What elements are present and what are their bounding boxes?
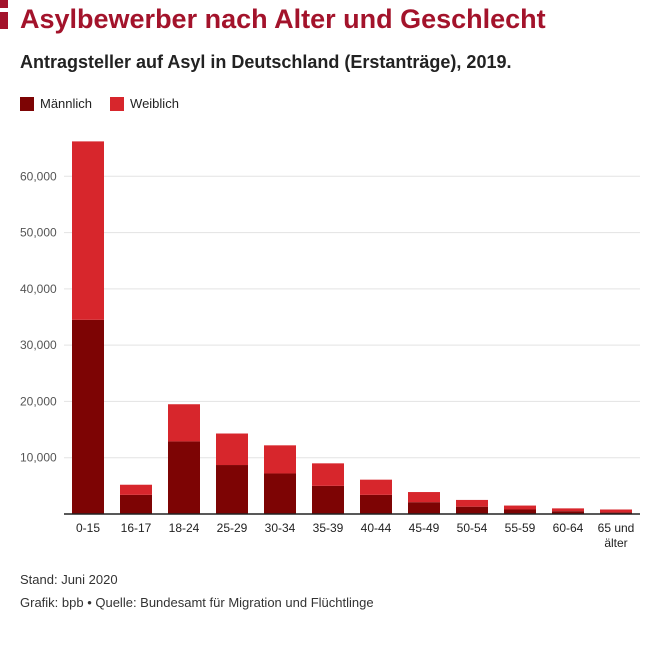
bar-segment-male bbox=[72, 319, 104, 514]
y-tick-label: 40,000 bbox=[20, 282, 57, 296]
bar-segment-male bbox=[600, 512, 632, 514]
x-tick-label: 45-49 bbox=[409, 521, 440, 535]
bar-segment-male bbox=[360, 494, 392, 514]
footer-source: Grafik: bpb • Quelle: Bundesamt für Migr… bbox=[20, 595, 374, 610]
legend-label-male: Männlich bbox=[40, 96, 93, 111]
y-tick-label: 10,000 bbox=[20, 451, 57, 465]
bar-segment-female bbox=[456, 499, 488, 507]
x-tick-label: 30-34 bbox=[265, 521, 296, 535]
brand-mark-top bbox=[0, 0, 8, 8]
y-tick-label: 60,000 bbox=[20, 169, 57, 183]
x-tick-label: 35-39 bbox=[313, 521, 344, 535]
legend-item-female: Weiblich bbox=[110, 96, 179, 111]
x-tick-label: 55-59 bbox=[505, 521, 536, 535]
x-tick-label: 0-15 bbox=[76, 521, 100, 535]
bar-segment-female bbox=[408, 492, 440, 503]
x-tick-label: 16-17 bbox=[121, 521, 152, 535]
y-tick-label: 50,000 bbox=[20, 226, 57, 240]
bar-segment-female bbox=[552, 508, 584, 512]
bar-segment-male bbox=[408, 502, 440, 514]
bar-segment-female bbox=[72, 141, 104, 320]
bar-segment-male bbox=[552, 511, 584, 514]
bar-segment-female bbox=[216, 433, 248, 466]
stacked-bar-chart: 10,000 20,000 30,000 40,000 50,000 60,000 0-15… bbox=[20, 141, 640, 550]
legend-item-male: Männlich bbox=[20, 96, 92, 111]
bar-segment-female bbox=[168, 404, 200, 442]
legend-swatch-female bbox=[110, 96, 125, 111]
bar-segment-female bbox=[312, 463, 344, 486]
x-tick-label: 40-44 bbox=[361, 521, 392, 535]
bar-segment-male bbox=[120, 494, 152, 514]
x-tick-label: 60-64 bbox=[553, 521, 584, 535]
chart-title: Asylbewerber nach Alter und Geschlecht bbox=[20, 4, 546, 34]
x-tick-label: 25-29 bbox=[217, 521, 248, 535]
x-tick-label: 50-54 bbox=[457, 521, 488, 535]
y-tick-label: 20,000 bbox=[20, 394, 57, 408]
brand-mark-bottom bbox=[0, 12, 8, 29]
bar-segment-female bbox=[504, 505, 536, 510]
bar-segment-male bbox=[168, 441, 200, 514]
x-tick-label-line2: älter bbox=[604, 536, 627, 550]
bar-segment-male bbox=[456, 506, 488, 514]
bar-segment-female bbox=[360, 479, 392, 495]
legend-label-female: Weiblich bbox=[130, 96, 179, 111]
footer-stand: Stand: Juni 2020 bbox=[20, 572, 118, 587]
bar-segment-female bbox=[600, 509, 632, 513]
y-tick-label: 30,000 bbox=[20, 338, 57, 352]
legend-swatch-male bbox=[20, 96, 34, 111]
x-tick-label: 18-24 bbox=[169, 521, 200, 535]
x-tick-label: 65 und bbox=[598, 521, 635, 535]
bar-segment-male bbox=[264, 473, 296, 514]
brand-mark bbox=[0, 0, 8, 30]
bar-segment-female bbox=[264, 445, 296, 474]
bar-segment-male bbox=[312, 485, 344, 514]
legend: Männlich Weiblich bbox=[20, 96, 179, 111]
bar-segment-male bbox=[216, 465, 248, 514]
bar-segment-female bbox=[120, 484, 152, 495]
bar-segment-male bbox=[504, 509, 536, 514]
chart-subtitle: Antragsteller auf Asyl in Deutschland (E… bbox=[20, 52, 512, 72]
